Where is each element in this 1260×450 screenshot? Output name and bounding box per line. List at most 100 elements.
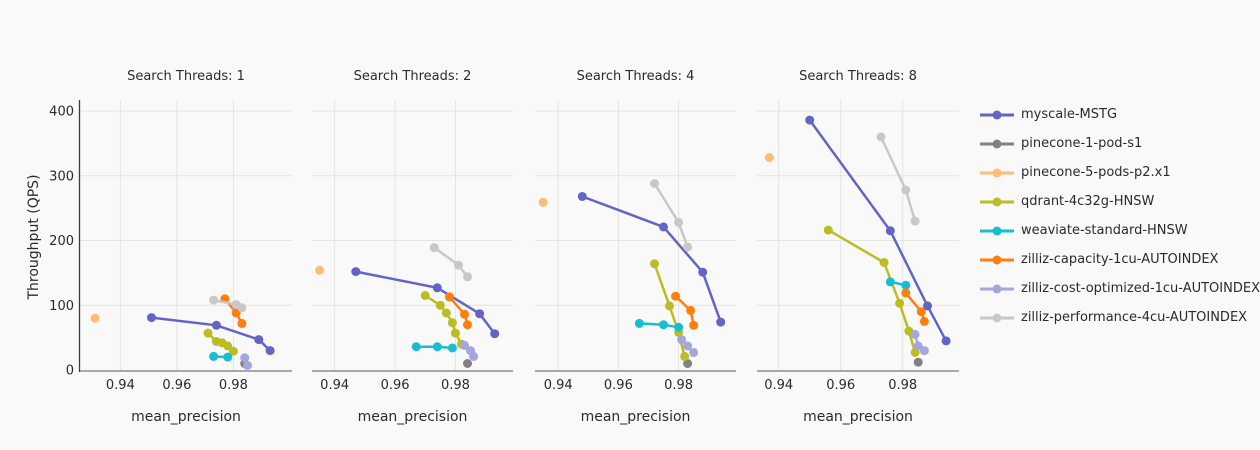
data-point-myscale-MSTG xyxy=(941,336,951,346)
legend-marker-icon xyxy=(980,226,1014,235)
data-point-myscale-MSTG xyxy=(577,192,587,201)
data-point-myscale-MSTG xyxy=(147,313,156,323)
x-tick-label: 0.98 xyxy=(219,378,248,393)
x-tick-label: 0.94 xyxy=(544,378,573,393)
data-point-zilliz-performance-4cu-AUTOINDEX xyxy=(674,217,684,227)
legend-label: pinecone-1-pod-s1 xyxy=(1021,136,1143,151)
x-tick-label: 0.96 xyxy=(162,378,191,393)
data-point-qdrant-4c32g-HNSW xyxy=(435,300,445,310)
x-tick-label: 0.98 xyxy=(664,378,693,393)
data-point-pinecone-5-pods-p2.x1 xyxy=(315,265,325,275)
data-point-weaviate-standard-HNSW xyxy=(674,322,684,332)
x-axis-title: mean_precision xyxy=(358,409,468,425)
data-point-zilliz-cost-optimized-1cu-AUTOINDEX xyxy=(913,341,923,351)
data-point-myscale-MSTG xyxy=(923,301,932,311)
data-point-weaviate-standard-HNSW xyxy=(447,343,457,353)
data-point-myscale-MSTG xyxy=(265,346,275,356)
data-point-qdrant-4c32g-HNSW xyxy=(441,308,451,318)
data-point-zilliz-capacity-1cu-AUTOINDEX xyxy=(460,309,469,319)
facet-title: Search Threads: 2 xyxy=(354,69,472,84)
data-point-qdrant-4c32g-HNSW xyxy=(665,301,674,311)
data-point-zilliz-cost-optimized-1cu-AUTOINDEX xyxy=(460,340,469,350)
data-point-zilliz-capacity-1cu-AUTOINDEX xyxy=(916,307,926,317)
legend-item-pinecone-5-pods-p2.x1[interactable]: pinecone-5-pods-p2.x1 xyxy=(979,158,1260,187)
data-point-weaviate-standard-HNSW xyxy=(634,318,644,328)
x-tick-label: 0.96 xyxy=(604,378,633,393)
data-point-myscale-MSTG xyxy=(490,329,500,339)
legend-item-zilliz-capacity-1cu-AUTOINDEX[interactable]: zilliz-capacity-1cu-AUTOINDEX xyxy=(979,245,1260,274)
data-point-zilliz-performance-4cu-AUTOINDEX xyxy=(463,272,472,282)
facet-panel-2: 0.94 0.96 0.98 Search Threads: 2 mean_precis… xyxy=(312,69,513,425)
data-point-weaviate-standard-HNSW xyxy=(223,352,233,362)
data-point-myscale-MSTG xyxy=(432,283,442,293)
data-point-zilliz-capacity-1cu-AUTOINDEX xyxy=(237,318,247,328)
data-point-weaviate-standard-HNSW xyxy=(659,320,668,330)
x-tick-label: 0.94 xyxy=(320,378,349,393)
data-point-zilliz-capacity-1cu-AUTOINDEX xyxy=(671,291,681,301)
legend-label: pinecone-5-pods-p2.x1 xyxy=(1021,165,1171,180)
series-line-myscale-MSTG xyxy=(581,195,722,323)
data-point-myscale-MSTG xyxy=(716,317,726,327)
data-point-qdrant-4c32g-HNSW xyxy=(447,318,457,328)
data-point-zilliz-capacity-1cu-AUTOINDEX xyxy=(686,305,696,315)
data-point-zilliz-capacity-1cu-AUTOINDEX xyxy=(919,316,929,326)
legend-item-weaviate-standard-HNSW[interactable]: weaviate-standard-HNSW xyxy=(979,216,1260,245)
data-point-zilliz-cost-optimized-1cu-AUTOINDEX xyxy=(683,341,693,351)
data-point-weaviate-standard-HNSW xyxy=(885,277,895,287)
y-tick-label: 300 xyxy=(49,169,74,184)
legend-marker-icon xyxy=(980,168,1014,177)
data-point-zilliz-capacity-1cu-AUTOINDEX xyxy=(231,308,241,318)
data-point-zilliz-cost-optimized-1cu-AUTOINDEX xyxy=(910,329,920,339)
x-tick-label: 0.96 xyxy=(381,378,410,393)
data-point-pinecone-1-pod-s1 xyxy=(463,359,472,368)
data-point-weaviate-standard-HNSW xyxy=(901,280,911,290)
data-point-pinecone-5-pods-p2.x1 xyxy=(90,313,100,323)
y-tick-label: 400 xyxy=(49,105,74,120)
legend-item-pinecone-1-pod-s1[interactable]: pinecone-1-pod-s1 xyxy=(979,129,1260,158)
data-point-zilliz-performance-4cu-AUTOINDEX xyxy=(454,260,463,270)
data-point-pinecone-5-pods-p2.x1 xyxy=(538,197,548,207)
series-line-weaviate-standard-HNSW xyxy=(639,322,679,329)
data-point-qdrant-4c32g-HNSW xyxy=(879,258,889,267)
data-point-qdrant-4c32g-HNSW xyxy=(895,298,905,308)
legend-label: qdrant-4c32g-HNSW xyxy=(1021,194,1155,209)
legend-marker-icon xyxy=(980,284,1014,293)
data-point-pinecone-1-pod-s1 xyxy=(683,359,693,368)
data-point-zilliz-performance-4cu-AUTOINDEX xyxy=(650,179,659,188)
series-line-myscale-MSTG xyxy=(808,119,948,342)
data-point-zilliz-cost-optimized-1cu-AUTOINDEX xyxy=(240,353,250,363)
data-point-zilliz-cost-optimized-1cu-AUTOINDEX xyxy=(689,348,699,357)
data-point-qdrant-4c32g-HNSW xyxy=(420,291,430,300)
data-point-zilliz-cost-optimized-1cu-AUTOINDEX xyxy=(243,361,252,370)
data-point-weaviate-standard-HNSW xyxy=(209,351,219,361)
x-tick-label: 0.98 xyxy=(441,378,470,393)
legend-item-myscale-MSTG[interactable]: myscale-MSTG xyxy=(979,100,1260,129)
y-axis-title: Throughput (QPS) xyxy=(26,174,42,300)
data-point-zilliz-performance-4cu-AUTOINDEX xyxy=(429,243,439,253)
series-line-zilliz-performance-4cu-AUTOINDEX xyxy=(879,136,917,222)
series-line-myscale-MSTG xyxy=(355,270,496,335)
legend-item-zilliz-cost-optimized-1cu-AUTOINDEX[interactable]: zilliz-cost-optimized-1cu-AUTOINDEX xyxy=(979,274,1260,303)
data-point-qdrant-4c32g-HNSW xyxy=(203,328,213,338)
facet-title: Search Threads: 8 xyxy=(799,69,917,84)
legend-item-qdrant-4c32g-HNSW[interactable]: qdrant-4c32g-HNSW xyxy=(979,187,1260,216)
y-tick-label: 100 xyxy=(49,299,74,314)
data-point-weaviate-standard-HNSW xyxy=(411,342,421,352)
facet-title: Search Threads: 1 xyxy=(127,69,245,84)
legend-label: zilliz-cost-optimized-1cu-AUTOINDEX xyxy=(1021,281,1260,296)
legend: myscale-MSTG pinecone-1-pod-s1 pinecone-5-… xyxy=(979,100,1260,332)
data-point-zilliz-capacity-1cu-AUTOINDEX xyxy=(689,320,699,330)
data-point-qdrant-4c32g-HNSW xyxy=(680,351,690,361)
data-point-qdrant-4c32g-HNSW xyxy=(450,328,460,338)
data-point-myscale-MSTG xyxy=(351,267,361,277)
series-line-qdrant-4c32g-HNSW xyxy=(653,263,686,357)
legend-marker-icon xyxy=(980,110,1014,119)
data-point-qdrant-4c32g-HNSW xyxy=(823,225,833,235)
data-point-zilliz-performance-4cu-AUTOINDEX xyxy=(876,132,886,142)
legend-item-zilliz-performance-4cu-AUTOINDEX[interactable]: zilliz-performance-4cu-AUTOINDEX xyxy=(979,303,1260,332)
legend-label: zilliz-performance-4cu-AUTOINDEX xyxy=(1021,310,1248,325)
data-point-zilliz-capacity-1cu-AUTOINDEX xyxy=(444,292,454,302)
facet-panel-3: 0.94 0.96 0.98 Search Threads: 4 mean_precis… xyxy=(535,69,736,425)
